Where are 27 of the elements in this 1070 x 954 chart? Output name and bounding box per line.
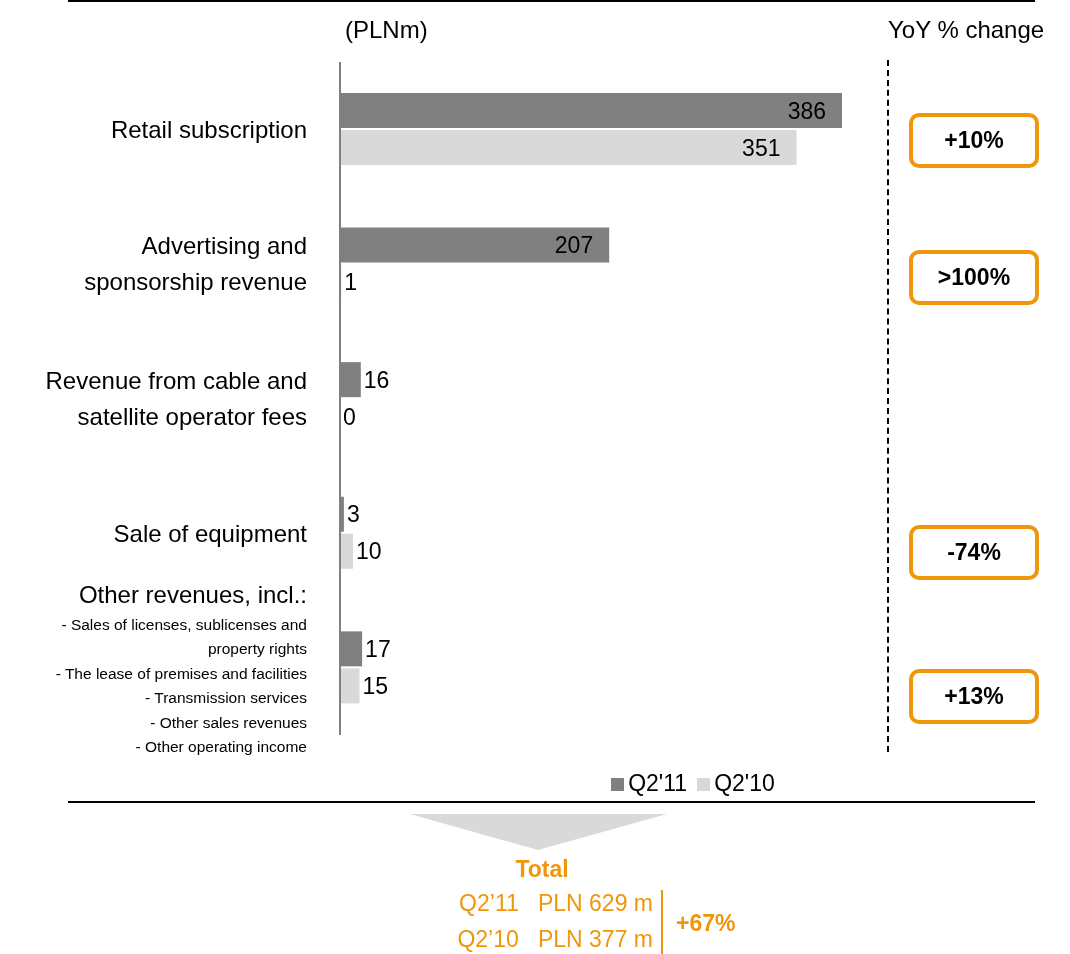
legend-label: Q2'11	[628, 770, 688, 796]
data-label: 207	[554, 232, 594, 259]
y-tick-label: Sale of equipment	[113, 519, 308, 547]
text: (PLNm)	[345, 16, 428, 44]
data-label: 3	[346, 501, 360, 528]
y-tick-label: Advertising and sponsorship revenue	[84, 232, 307, 296]
data-label: 0	[343, 403, 356, 430]
data-label: 10	[356, 538, 382, 565]
legend-label: Q2'10	[714, 770, 775, 796]
y-tick-label: Retail subscription	[110, 115, 307, 143]
data-label: 1	[344, 269, 358, 296]
text: +13%	[944, 683, 1004, 710]
text: Total	[514, 856, 570, 883]
data-label: 17	[365, 635, 391, 662]
text: +10%	[944, 127, 1004, 154]
text: Q2’11 PLN 629 m	[459, 890, 653, 917]
data-label: 386	[787, 97, 826, 124]
text: >100%	[937, 264, 1011, 291]
y-tick-label: Other revenues, incl.: - Sales of licenses, sublicenses and property rights - The lease of premises and facilities - Transmission services - Other sales revenues - Other operating income	[55, 580, 308, 756]
y-tick-label: Revenue from cable and satellite operator fees	[45, 366, 307, 430]
text: +67%	[676, 910, 736, 937]
data-label: 16	[363, 366, 390, 393]
text: YoY % change	[888, 16, 1045, 44]
data-label: 351	[742, 134, 781, 161]
text: -74%	[947, 539, 1001, 566]
text: Q2’10 PLN 377 m	[457, 926, 653, 953]
data-label: 15	[362, 672, 389, 699]
